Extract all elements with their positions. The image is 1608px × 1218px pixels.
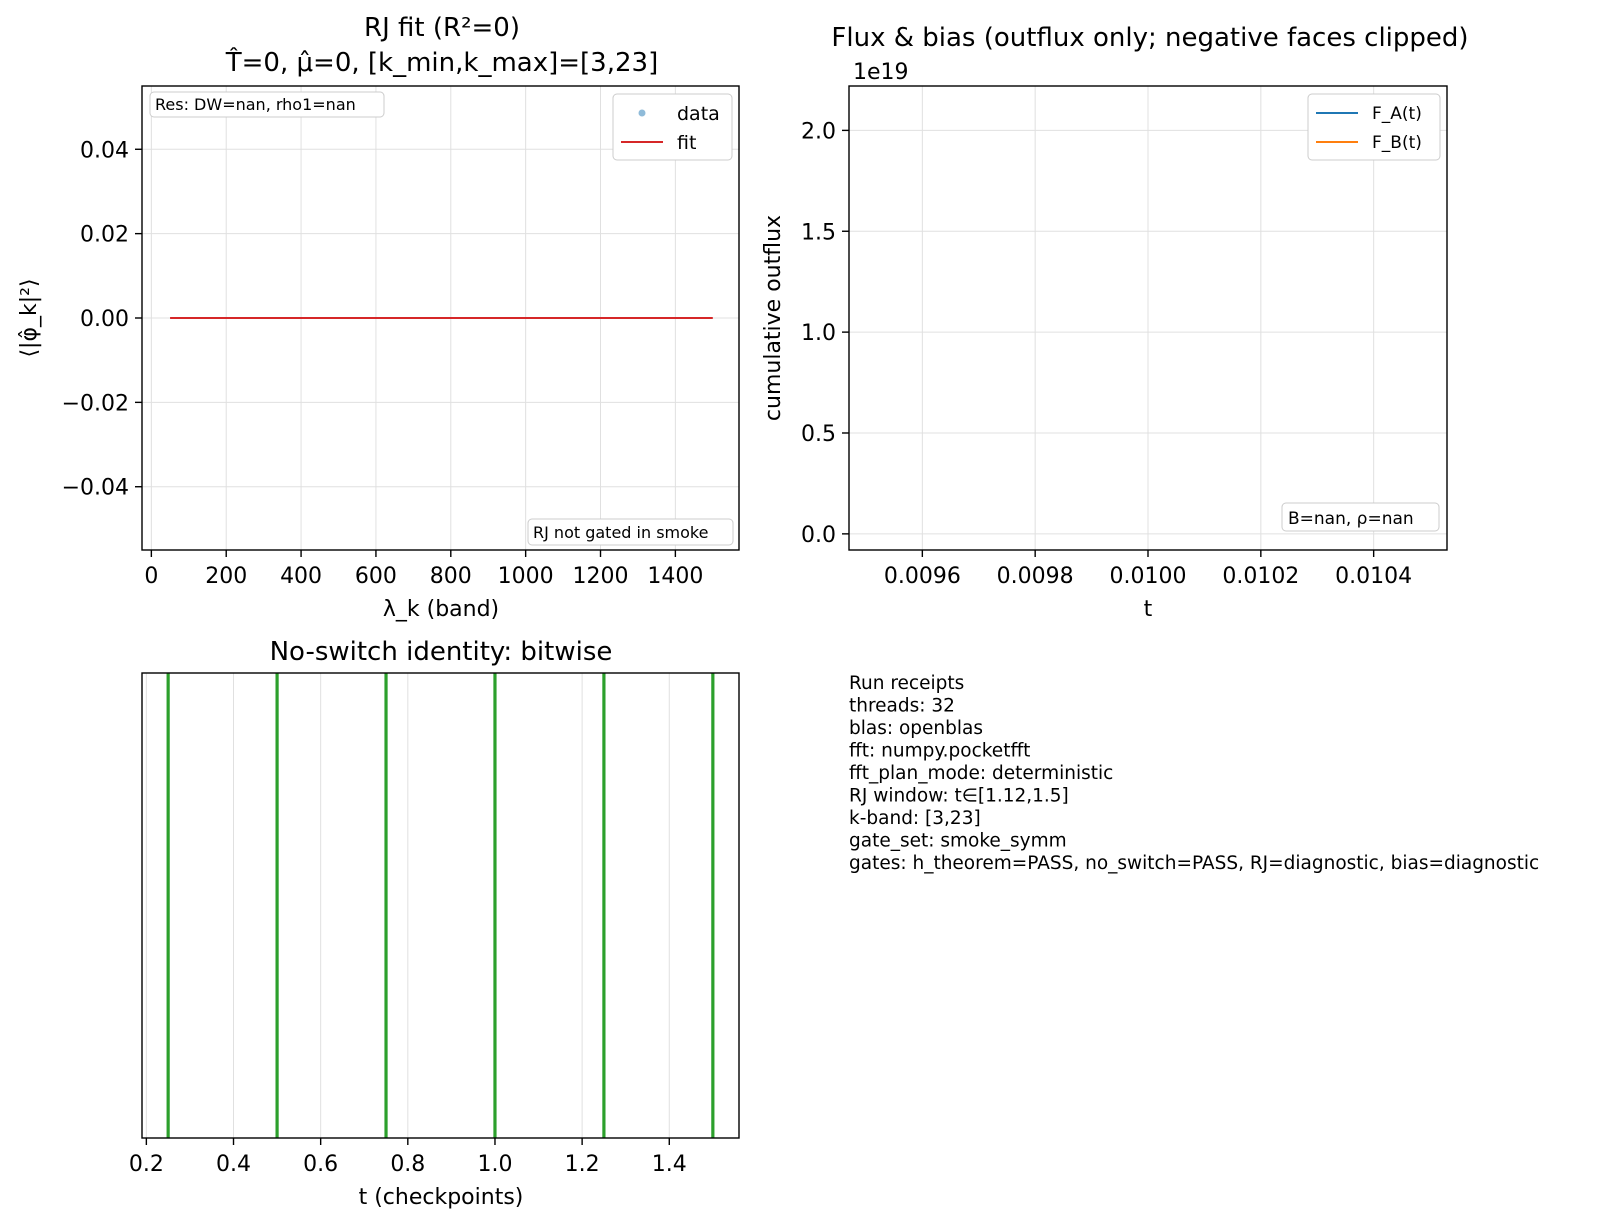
legend-fit-label: fit xyxy=(677,132,696,154)
no-switch-title: No-switch identity: bitwise xyxy=(270,637,613,667)
rj-fit-residual-text: Res: DW=nan, rho1=nan xyxy=(155,95,356,114)
no-switch-xtick-label: 0.4 xyxy=(216,1152,251,1177)
no-switch-panel: No-switch identity: bitwise 0.2 0.4 0.6 0.8… xyxy=(129,637,740,1210)
no-switch-xtick-label: 0.6 xyxy=(303,1152,338,1177)
receipt-line: fft: numpy.pocketfft xyxy=(849,741,1030,762)
rj-fit-xtick-label: 600 xyxy=(355,564,397,589)
rj-fit-title-line1: RJ fit (R²=0) xyxy=(364,13,520,43)
legend-data-label: data xyxy=(677,103,720,125)
rj-fit-ytick-label: 0.00 xyxy=(80,307,129,332)
no-switch-xlabel: t (checkpoints) xyxy=(359,1185,524,1210)
rj-fit-xtick-label: 200 xyxy=(205,564,247,589)
flux-bias-annotation: B=nan, ρ=nan xyxy=(1281,502,1440,532)
rj-fit-panel: RJ fit (R²=0) T̂=0, μ̂=0, [k_min,k_max]=… xyxy=(17,13,740,622)
no-switch-checkpoints xyxy=(166,673,715,1138)
flux-xtick-label: 0.0098 xyxy=(997,564,1074,589)
flux-bias-grid xyxy=(849,86,1447,550)
flux-ytick-label: 2.0 xyxy=(801,119,836,144)
flux-ytick-label: 0.5 xyxy=(801,422,836,447)
flux-xlabel: t xyxy=(1144,597,1153,622)
flux-bias-axes-frame xyxy=(848,85,1448,551)
no-switch-axes-frame xyxy=(141,672,740,1139)
rj-fit-xtick-label: 0 xyxy=(144,564,158,589)
receipt-line: blas: openblas xyxy=(849,718,983,739)
flux-xtick-label: 0.0100 xyxy=(1110,564,1187,589)
flux-legend: F_A(t) F_B(t) xyxy=(1307,93,1441,161)
rj-fit-xlabel: λ_k (band) xyxy=(383,597,499,622)
rj-fit-ytick-label: −0.04 xyxy=(62,476,129,501)
rj-fit-residual-annotation: Res: DW=nan, rho1=nan xyxy=(149,91,385,118)
rj-fit-ytick-label: −0.02 xyxy=(62,391,129,416)
rj-fit-axes-frame xyxy=(141,85,740,551)
legend-fa-label: F_A(t) xyxy=(1372,104,1422,124)
flux-bias-text: B=nan, ρ=nan xyxy=(1288,509,1414,529)
rj-fit-xtick-label: 1000 xyxy=(498,564,554,589)
rj-fit-ticks: 0 200 400 600 800 1000 1200 1400 0.04 0.02 0.00 −0.… xyxy=(62,138,704,589)
no-switch-xtick-label: 1.2 xyxy=(565,1152,600,1177)
flux-ytick-label: 1.0 xyxy=(801,321,836,346)
rj-fit-ytick-label: 0.04 xyxy=(80,138,129,163)
rj-fit-ylabel: ⟨|φ̂_k|²⟩ xyxy=(17,278,42,357)
flux-xtick-label: 0.0102 xyxy=(1222,564,1299,589)
flux-ytick-label: 1.5 xyxy=(801,220,836,245)
receipt-line: k-band: [3,23] xyxy=(849,808,981,829)
receipt-line: gate_set: smoke_symm xyxy=(849,831,1067,852)
flux-ylabel: cumulative outflux xyxy=(761,215,786,421)
no-switch-xtick-label: 0.2 xyxy=(129,1152,164,1177)
rj-fit-xtick-label: 1400 xyxy=(647,564,703,589)
rj-fit-xtick-label: 400 xyxy=(280,564,322,589)
rj-fit-gate-annotation: RJ not gated in smoke xyxy=(527,518,734,546)
no-switch-xtick-label: 0.8 xyxy=(390,1152,425,1177)
flux-bias-title: Flux & bias (outflux only; negative face… xyxy=(831,23,1468,53)
rj-fit-legend: data fit xyxy=(612,93,733,161)
flux-bias-panel: Flux & bias (outflux only; negative face… xyxy=(761,23,1469,622)
rj-fit-xtick-label: 800 xyxy=(430,564,472,589)
rj-fit-title-line2: T̂=0, μ̂=0, [k_min,k_max]=[3,23] xyxy=(225,46,658,78)
receipt-line: threads: 32 xyxy=(849,696,955,717)
legend-fb-label: F_B(t) xyxy=(1372,133,1422,153)
flux-bias-ticks: 0.0096 0.0098 0.0100 0.0102 0.0104 0.0 0.5 1.0 1… xyxy=(801,119,1412,589)
rj-fit-ytick-label: 0.02 xyxy=(80,223,129,248)
no-switch-ticks: 0.2 0.4 0.6 0.8 1.0 1.2 1.4 xyxy=(129,1138,687,1177)
flux-ytick-label: 0.0 xyxy=(801,523,836,548)
no-switch-xtick-label: 1.4 xyxy=(652,1152,687,1177)
rj-fit-xtick-label: 1200 xyxy=(573,564,629,589)
receipt-line: fft_plan_mode: deterministic xyxy=(849,763,1113,784)
receipt-line: Run receipts xyxy=(849,673,964,694)
flux-offset-label: 1e19 xyxy=(853,60,909,85)
no-switch-grid xyxy=(145,673,670,1138)
flux-xtick-label: 0.0096 xyxy=(884,564,961,589)
flux-xtick-label: 0.0104 xyxy=(1335,564,1412,589)
legend-data-marker xyxy=(638,109,646,117)
receipt-line: gates: h_theorem=PASS, no_switch=PASS, R… xyxy=(849,853,1539,874)
no-switch-xtick-label: 1.0 xyxy=(477,1152,512,1177)
rj-fit-gate-text: RJ not gated in smoke xyxy=(533,523,708,542)
receipt-line: RJ window: t∈[1.12,1.5] xyxy=(849,786,1069,807)
